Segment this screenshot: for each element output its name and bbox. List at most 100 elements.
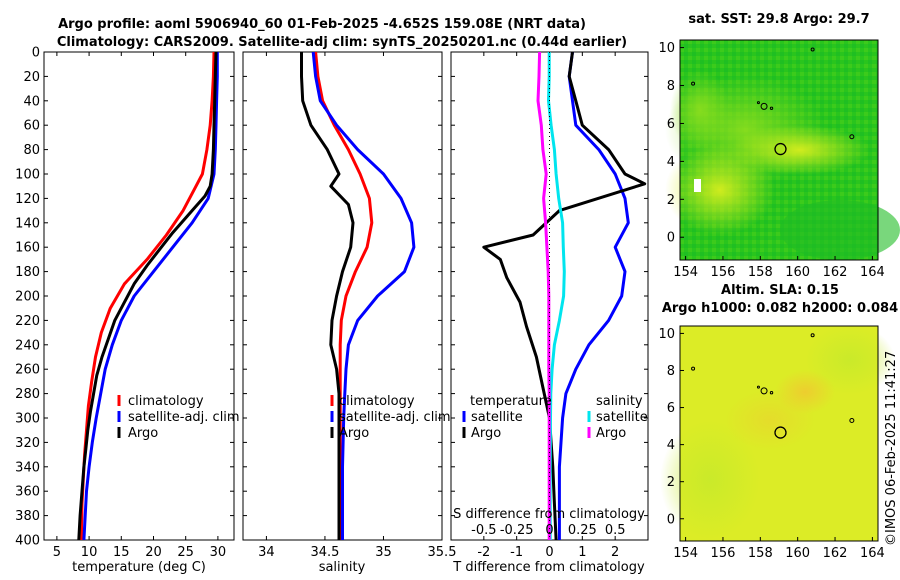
depth-tick-label: 180 — [15, 265, 40, 280]
legend-label-t-argo: Argo — [471, 426, 501, 441]
depth-tick-label: 340 — [15, 460, 40, 475]
salinity-xtick-label: 35.5 — [428, 545, 457, 560]
temperature-series-argo — [77, 52, 218, 540]
depth-tick-label: 80 — [23, 143, 40, 158]
depth-tick-label: 220 — [15, 314, 40, 329]
island-outline — [849, 418, 855, 424]
difference-top-tick-label: -0.5 — [471, 523, 496, 538]
island-outline — [769, 106, 774, 110]
salinity-xtick-label: 34 — [258, 545, 275, 560]
legend-label-climatology: climatology — [128, 394, 204, 409]
sla-map-frame — [679, 325, 879, 542]
sla-map-xtick-label: 160 — [785, 546, 810, 561]
legend-label-satellite: satellite-adj. clim — [128, 410, 240, 425]
sla-warm-region — [725, 390, 815, 450]
sla-map-xtick-label: 164 — [860, 546, 885, 561]
depth-tick-label: 40 — [23, 94, 40, 109]
sst-map-ytick-label: 2 — [667, 193, 675, 208]
depth-tick-label: 380 — [15, 509, 40, 524]
sst-map-xtick-label: 156 — [711, 265, 736, 280]
sst-map-ytick-label: 8 — [667, 79, 675, 94]
legend-title-salinity: salinity — [596, 394, 643, 409]
island-outline — [810, 47, 815, 52]
depth-tick-label: 320 — [15, 436, 40, 451]
sst-map-xtick-label: 160 — [785, 265, 810, 280]
island-outline — [810, 333, 815, 338]
difference-xlabel: T difference from climatology — [452, 560, 645, 575]
depth-tick-label: 20 — [23, 70, 40, 85]
depth-tick-label: 400 — [15, 534, 40, 549]
legend-label-argo: Argo — [128, 426, 158, 441]
sla-map-title: Altim. SLA: 0.15 — [721, 283, 839, 298]
difference-top-axis-label: S difference from climatology — [453, 507, 645, 522]
sla-map-subtitle: Argo h1000: 0.082 h2000: 0.084 — [662, 301, 898, 316]
legend-label-s-satellite: satellite — [596, 410, 648, 425]
temperature-legend: climatology satellite-adj. clim Argo — [117, 394, 240, 441]
sla-map-ytick-label: 4 — [667, 438, 675, 453]
argo-location-marker — [774, 426, 787, 439]
sla-map-ytick-label: 8 — [667, 364, 675, 379]
legend-label-satellite: satellite-adj. clim — [339, 410, 451, 425]
salinity-xlabel: salinity — [319, 560, 366, 575]
sla-map — [660, 325, 895, 542]
sla-cool-region — [660, 420, 760, 540]
island-outline — [691, 366, 696, 371]
temperature-xtick-label: 25 — [177, 545, 194, 560]
sst-missing-data — [694, 179, 701, 192]
temperature-xtick-label: 5 — [53, 545, 61, 560]
island-outline — [760, 387, 768, 395]
sla-map-xtick-label: 158 — [748, 546, 773, 561]
island-outline — [769, 391, 774, 395]
depth-tick-label: 280 — [15, 387, 40, 402]
salinity-series-satellite-adj-clim — [311, 52, 416, 540]
depth-tick-label: 120 — [15, 192, 40, 207]
argo-location-marker — [774, 142, 787, 156]
temperature-xtick-label: 15 — [113, 545, 130, 560]
difference-xtick-label: 2 — [611, 545, 619, 560]
salinity-legend: climatology satellite-adj. clim Argo — [330, 394, 451, 441]
temperature-xtick-label: 30 — [210, 545, 227, 560]
depth-tick-label: 160 — [15, 241, 40, 256]
temperature-xtick-label: 10 — [81, 545, 98, 560]
island-outline — [756, 101, 760, 105]
difference-legend-salinity: salinity satellite Argo — [587, 394, 648, 441]
sla-map-xtick-label: 156 — [711, 546, 736, 561]
temperature-plot-frame — [43, 51, 235, 541]
depth-tick-label: 300 — [15, 412, 40, 427]
difference-series-s-argo — [536, 52, 551, 540]
salinity-series-argo — [300, 52, 355, 540]
sst-warm-region — [730, 125, 870, 175]
sla-map-ytick-label: 6 — [667, 401, 675, 416]
sst-map-title: sat. SST: 29.8 Argo: 29.7 — [688, 12, 869, 27]
depth-tick-label: 200 — [15, 290, 40, 305]
island-outline — [760, 102, 768, 110]
difference-top-tick-label: 0.5 — [605, 523, 626, 538]
depth-tick-label: 100 — [15, 168, 40, 183]
sst-map-xtick-label: 154 — [673, 265, 698, 280]
sst-map-ytick-label: 0 — [667, 231, 675, 246]
legend-label-climatology: climatology — [339, 394, 415, 409]
difference-xtick-label: 1 — [578, 545, 586, 560]
sst-map — [665, 39, 900, 261]
sla-map-xtick-label: 162 — [823, 546, 848, 561]
figure-title-line1: Argo profile: aoml 5906940_60 01-Feb-202… — [58, 17, 586, 32]
sst-map-xtick-label: 164 — [860, 265, 885, 280]
sla-map-xtick-label: 154 — [673, 546, 698, 561]
sst-map-frame — [679, 39, 879, 261]
island-outline — [849, 134, 855, 140]
depth-tick-label: 240 — [15, 338, 40, 353]
figure-title-line2: Climatology: CARS2009. Satellite-adj cli… — [57, 35, 627, 50]
temperature-xlabel: temperature (deg C) — [72, 560, 206, 575]
salinity-xtick-label: 34.5 — [310, 545, 339, 560]
difference-xtick-label: 0 — [545, 545, 553, 560]
depth-tick-label: 260 — [15, 363, 40, 378]
difference-legend-temperature: temperature satellite Argo — [462, 394, 552, 441]
sst-cool-region — [780, 200, 900, 260]
sla-map-ytick-label: 2 — [667, 475, 675, 490]
sla-map-ytick-label: 10 — [658, 327, 675, 342]
depth-tick-label: 140 — [15, 216, 40, 231]
sst-warm-region — [665, 145, 775, 235]
island-outline — [691, 81, 696, 86]
sst-map-xtick-label: 158 — [748, 265, 773, 280]
